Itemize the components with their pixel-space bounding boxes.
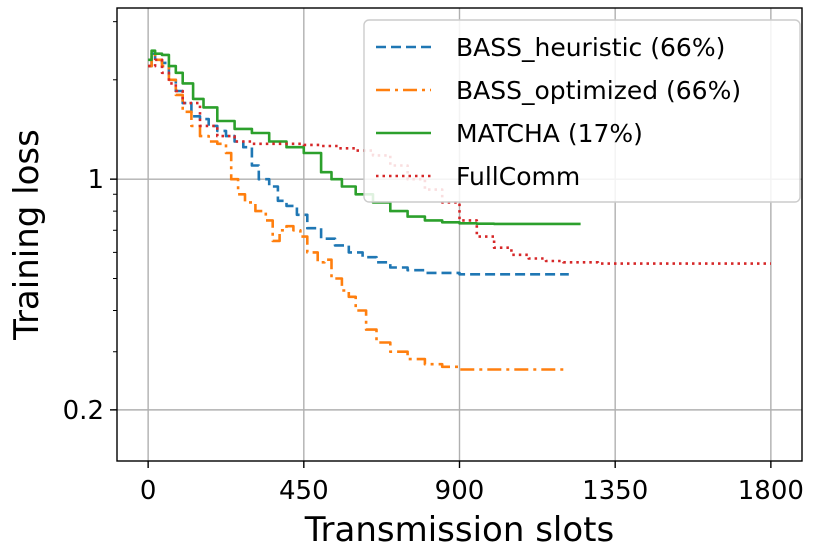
y-axis-label: Training loss <box>7 129 47 341</box>
y-axis-ticks: 10.2 <box>63 21 117 426</box>
series-line-2 <box>148 49 581 226</box>
legend-label: MATCHA (17%) <box>456 119 643 148</box>
legend-label: BASS_heuristic (66%) <box>456 33 725 62</box>
x-axis-label: Transmission slots <box>304 510 614 550</box>
x-tick-label: 0 <box>140 476 157 506</box>
legend-box <box>363 19 801 203</box>
x-tick-label: 1800 <box>738 476 804 506</box>
x-tick-label: 1350 <box>582 476 648 506</box>
legend-label: FullComm <box>456 162 580 191</box>
legend: BASS_heuristic (66%) BASS_optimized (66%)… <box>363 19 801 203</box>
x-axis-ticks: 0 450 900 1350 1800 <box>140 461 804 506</box>
plot-area <box>148 49 771 371</box>
x-tick-label: 450 <box>279 476 329 506</box>
legend-label: BASS_optimized (66%) <box>456 76 741 105</box>
series-line-1 <box>148 52 564 371</box>
y-tick-label: 0.2 <box>63 396 104 426</box>
x-tick-label: 900 <box>435 476 485 506</box>
y-tick-label: 1 <box>87 165 104 195</box>
series-line-3 <box>148 58 771 265</box>
